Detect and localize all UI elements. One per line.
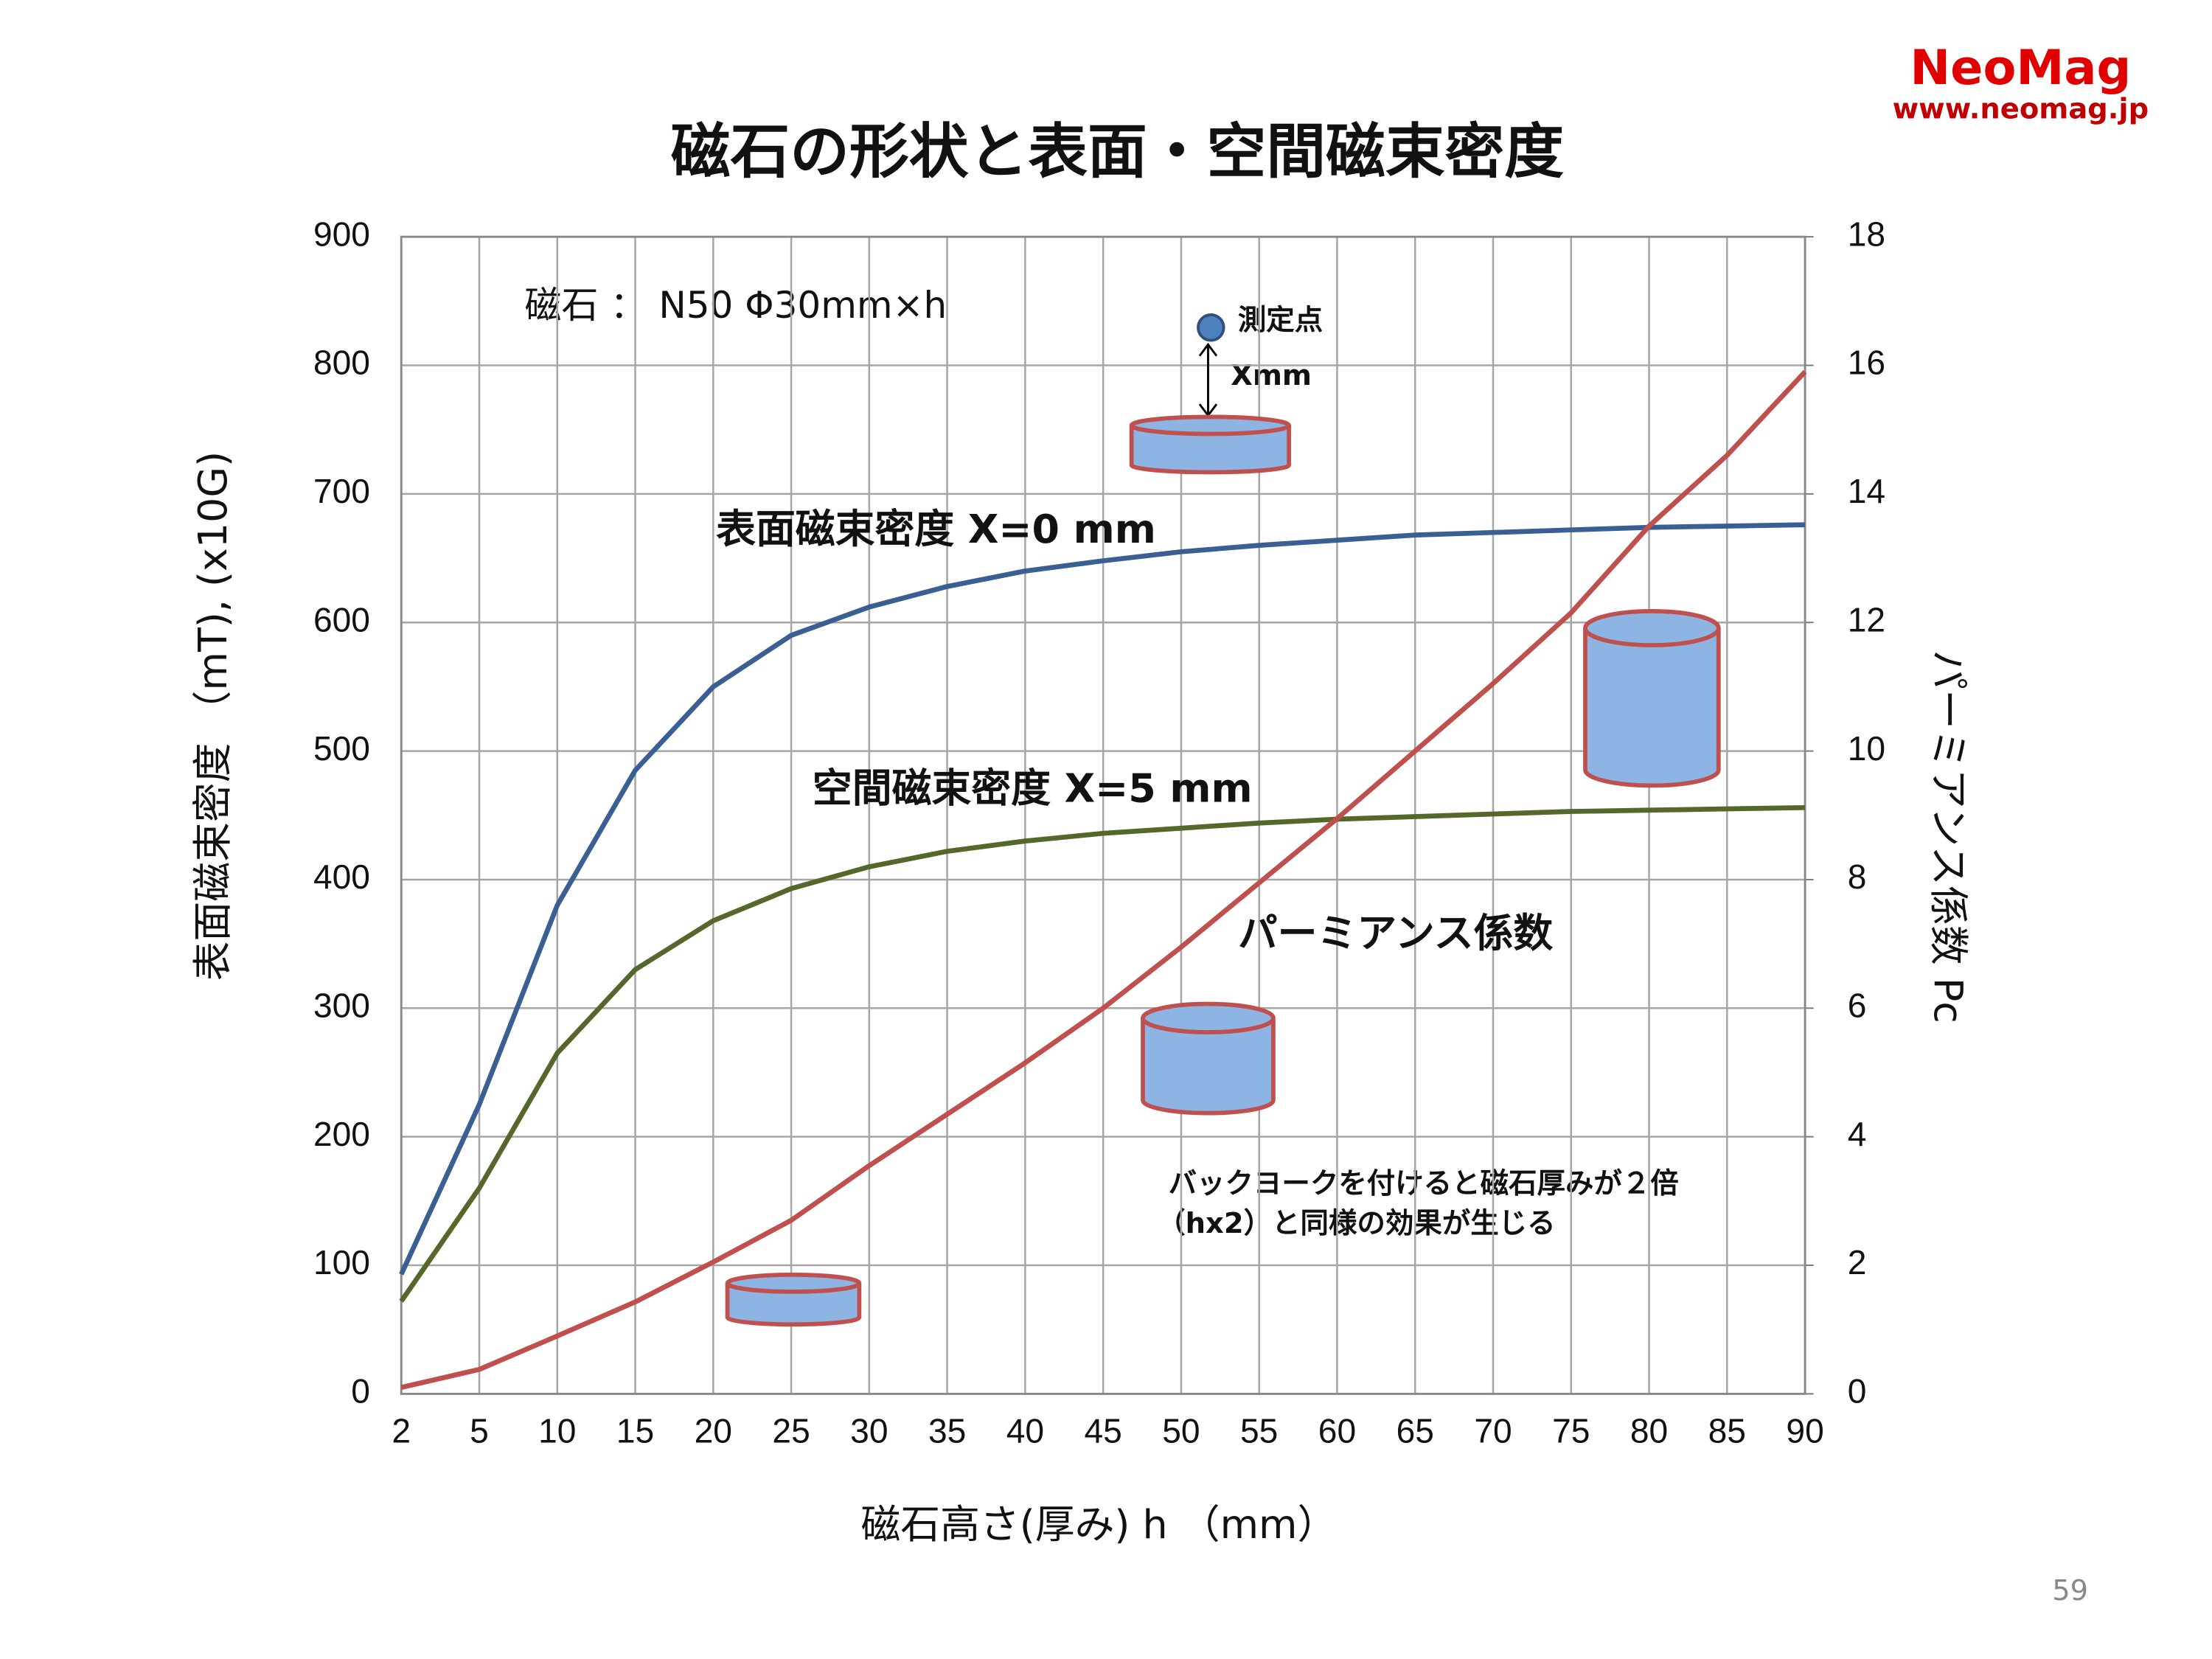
x-tick-label: 90 — [1786, 1411, 1823, 1450]
series-label: パーミアンス係数 — [1238, 910, 1554, 956]
y-tick-label: 500 — [313, 729, 370, 768]
x-axis-label: 磁石高さ(厚み) h （mm） — [860, 1501, 1337, 1548]
plot-area: 2 5 10 15 20 25 30 35 40 45 50 55 60 65 70 75 80 85 900100… — [313, 215, 1885, 1450]
y2-tick-label: 12 — [1848, 600, 1885, 639]
magnet-small — [725, 1283, 862, 1327]
magnet-mid — [1141, 1018, 1276, 1116]
measure-point-label: 測定点 — [1238, 304, 1323, 337]
brand-url: www.neomag.jp — [1893, 93, 2149, 126]
y-tick-label: 700 — [313, 472, 370, 510]
x-tick-label: 25 — [772, 1411, 810, 1450]
y2-axis-label: パーミアンス係数 Pc — [1925, 650, 1972, 1023]
y-tick-label: 100 — [313, 1243, 370, 1281]
page-number: 59 — [2052, 1574, 2088, 1607]
y2-tick-label: 14 — [1848, 472, 1885, 510]
y2-tick-label: 4 — [1848, 1115, 1867, 1153]
x-tick-label: 20 — [695, 1411, 732, 1450]
x-tick-label: 50 — [1162, 1411, 1200, 1450]
magnet-top — [1583, 608, 1721, 647]
plot-frame — [400, 235, 1806, 1395]
note-line: バックヨークを付けると磁石厚みが２倍 — [1169, 1167, 1679, 1200]
measure-point — [1197, 313, 1225, 342]
y-tick-label: 200 — [313, 1115, 370, 1153]
magnet-top — [725, 1272, 862, 1294]
x-tick-label: 15 — [616, 1411, 654, 1450]
y-tick-label: 400 — [313, 858, 370, 896]
x-tick-label: 10 — [538, 1411, 576, 1450]
y2-tick-label: 10 — [1848, 729, 1885, 768]
series-line — [399, 522, 1806, 1276]
distance-label: Xmm — [1231, 359, 1312, 392]
series-label: 空間磁束密度 X=5 mm — [813, 765, 1253, 812]
illustrations — [725, 313, 1721, 1327]
x-tick-label: 40 — [1006, 1411, 1044, 1450]
x-tick-label: 80 — [1630, 1411, 1668, 1450]
magnet-tall — [1583, 627, 1721, 788]
brand: NeoMag — [1910, 40, 2131, 96]
y2-tick-label: 6 — [1848, 986, 1867, 1024]
y-tick-label: 0 — [351, 1372, 370, 1411]
y2-tick-label: 8 — [1848, 858, 1867, 896]
y-tick-label: 900 — [313, 215, 370, 253]
y-tick-label: 800 — [313, 344, 370, 382]
x-tick-label: 60 — [1318, 1411, 1356, 1450]
series-label: 表面磁束密度 X=0 mm — [716, 506, 1156, 552]
y-axis-label: 表面磁束密度 （mT), (x10G) — [189, 451, 236, 981]
x-tick-label: 35 — [928, 1411, 966, 1450]
y2-tick-label: 2 — [1848, 1243, 1867, 1281]
chart-title: 磁石の形状と表面・空間磁束密度 — [671, 118, 1565, 187]
x-tick-label: 2 — [392, 1411, 411, 1450]
x-tick-label: 55 — [1240, 1411, 1278, 1450]
x-tick-label: 5 — [470, 1411, 489, 1450]
note-line: （hx2）と同様の効果が生じる — [1157, 1207, 1555, 1240]
magnet-top — [1141, 1001, 1276, 1034]
x-tick-label: 45 — [1084, 1411, 1121, 1450]
x-tick-label: 30 — [850, 1411, 888, 1450]
x-tick-label: 70 — [1474, 1411, 1512, 1450]
y2-tick-label: 18 — [1848, 215, 1885, 253]
magnet-label: 磁石 ： N50 Φ30mm×h — [525, 284, 947, 327]
series-line — [400, 369, 1807, 1390]
x-tick-label: 75 — [1552, 1411, 1590, 1450]
series-line — [399, 804, 1806, 1303]
y-tick-label: 600 — [313, 600, 370, 639]
magnet-top — [1129, 414, 1291, 437]
magnet-thin — [1129, 425, 1291, 475]
y-tick-label: 300 — [313, 986, 370, 1024]
y2-tick-label: 0 — [1848, 1372, 1867, 1411]
x-tick-label: 85 — [1708, 1411, 1746, 1450]
x-tick-label: 65 — [1397, 1411, 1434, 1450]
y2-tick-label: 16 — [1848, 344, 1885, 382]
